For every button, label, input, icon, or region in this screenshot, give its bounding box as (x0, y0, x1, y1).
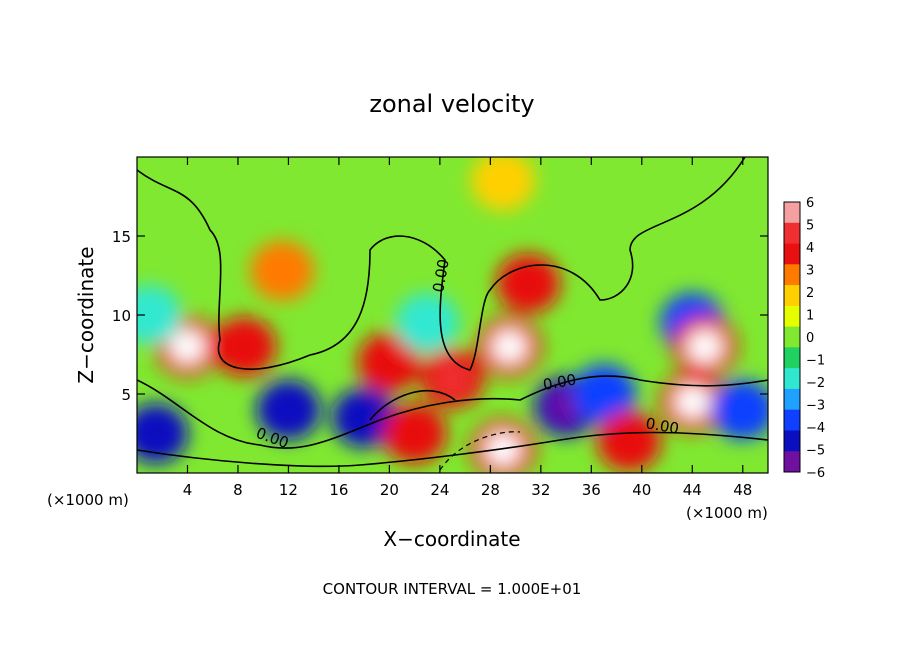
chart-title: zonal velocity (369, 90, 534, 118)
region-core (137, 416, 174, 451)
x-tick-label: 4 (183, 481, 193, 499)
region-core (484, 163, 521, 198)
x-tick-label: 40 (632, 481, 651, 499)
x-unit-right: (×1000 m) (686, 504, 768, 522)
colorbar-label: −2 (806, 376, 825, 391)
region-core (491, 329, 528, 364)
zero-contour-bottom (137, 431, 768, 468)
zero-contour-mid (369, 390, 456, 421)
y-tick-label: 15 (112, 228, 131, 246)
y-axis: 5 10 15 (112, 228, 768, 404)
colorbar-label: 6 (806, 196, 814, 211)
colorbar-swatch (784, 347, 800, 369)
region-core (724, 392, 761, 427)
region-core (396, 416, 433, 451)
x-axis: 4 8 12 16 20 24 28 32 36 40 44 48 (183, 157, 752, 499)
x-tick-label: 8 (233, 481, 243, 499)
region-core (226, 329, 263, 364)
colorbar-swatch (784, 243, 800, 265)
x-tick-label: 48 (733, 481, 752, 499)
colorbar-swatch (784, 202, 800, 224)
contour-label-4: 0.00 (644, 414, 680, 438)
colorbar-label: 1 (806, 309, 814, 324)
colorbar-label: −5 (806, 444, 825, 459)
x-axis-label: X−coordinate (383, 527, 520, 551)
region-core (611, 424, 648, 459)
negative-contour (439, 431, 521, 471)
colorbar-label: 5 (806, 219, 814, 234)
colorbar-swatch (784, 285, 800, 307)
contour-label-3: 0.00 (542, 370, 578, 394)
colorbar-swatch (784, 388, 800, 411)
colorbar-label: 4 (806, 241, 814, 256)
region-core (270, 392, 307, 427)
x-tick-label: 28 (481, 481, 500, 499)
region-core (585, 377, 622, 411)
y-tick-label: 5 (121, 386, 131, 404)
colorbar: 6 5 4 3 2 1 0 −1 −2 −3 −4 −5 −6 (783, 196, 825, 481)
colorbar-label: 3 (806, 264, 814, 279)
region-core (371, 345, 408, 380)
x-tick-label: 16 (329, 481, 348, 499)
colorbar-swatch (784, 451, 800, 473)
colorbar-swatch (784, 430, 800, 452)
region-core (264, 253, 301, 288)
x-tick-label: 32 (531, 481, 550, 499)
contour-interval-footer: CONTOUR INTERVAL = 1.000E+01 (323, 580, 582, 598)
x-tick-label: 36 (582, 481, 601, 499)
zero-contour-lower (137, 375, 768, 449)
x-unit-left: (×1000 m) (47, 491, 129, 509)
region-core (169, 329, 206, 364)
colorbar-swatch (784, 368, 800, 390)
region-core (346, 400, 383, 435)
colorbar-swatch (784, 264, 800, 286)
region-core (434, 361, 471, 396)
region-core (510, 266, 547, 301)
x-tick-label: 12 (279, 481, 298, 499)
x-tick-label: 20 (380, 481, 399, 499)
x-tick-label: 24 (430, 481, 449, 499)
region-core (409, 305, 446, 340)
x-tick-label: 44 (683, 481, 702, 499)
colorbar-swatch (784, 222, 800, 245)
colorbar-label: −1 (806, 354, 825, 369)
colorbar-swatch (784, 305, 800, 328)
zero-contour-upper (137, 157, 746, 371)
colorbar-frame (783, 201, 801, 473)
colorbar-swatch (784, 409, 800, 431)
colorbar-swatch (784, 326, 800, 348)
colorbar-label: −3 (806, 399, 825, 414)
contour-label-1: 0.00 (429, 258, 453, 294)
y-axis-label: Z−coordinate (74, 246, 98, 383)
colorbar-label: 2 (806, 286, 814, 301)
colorbar-label: −4 (806, 421, 825, 436)
region-core (674, 384, 711, 419)
colorbar-label: −6 (806, 466, 825, 481)
y-tick-label: 10 (112, 307, 131, 325)
colorbar-label: 0 (806, 331, 814, 346)
region-core (686, 329, 723, 364)
plot-area: 0.00 0.00 0.00 0.00 (137, 157, 768, 473)
region-core (137, 298, 168, 332)
